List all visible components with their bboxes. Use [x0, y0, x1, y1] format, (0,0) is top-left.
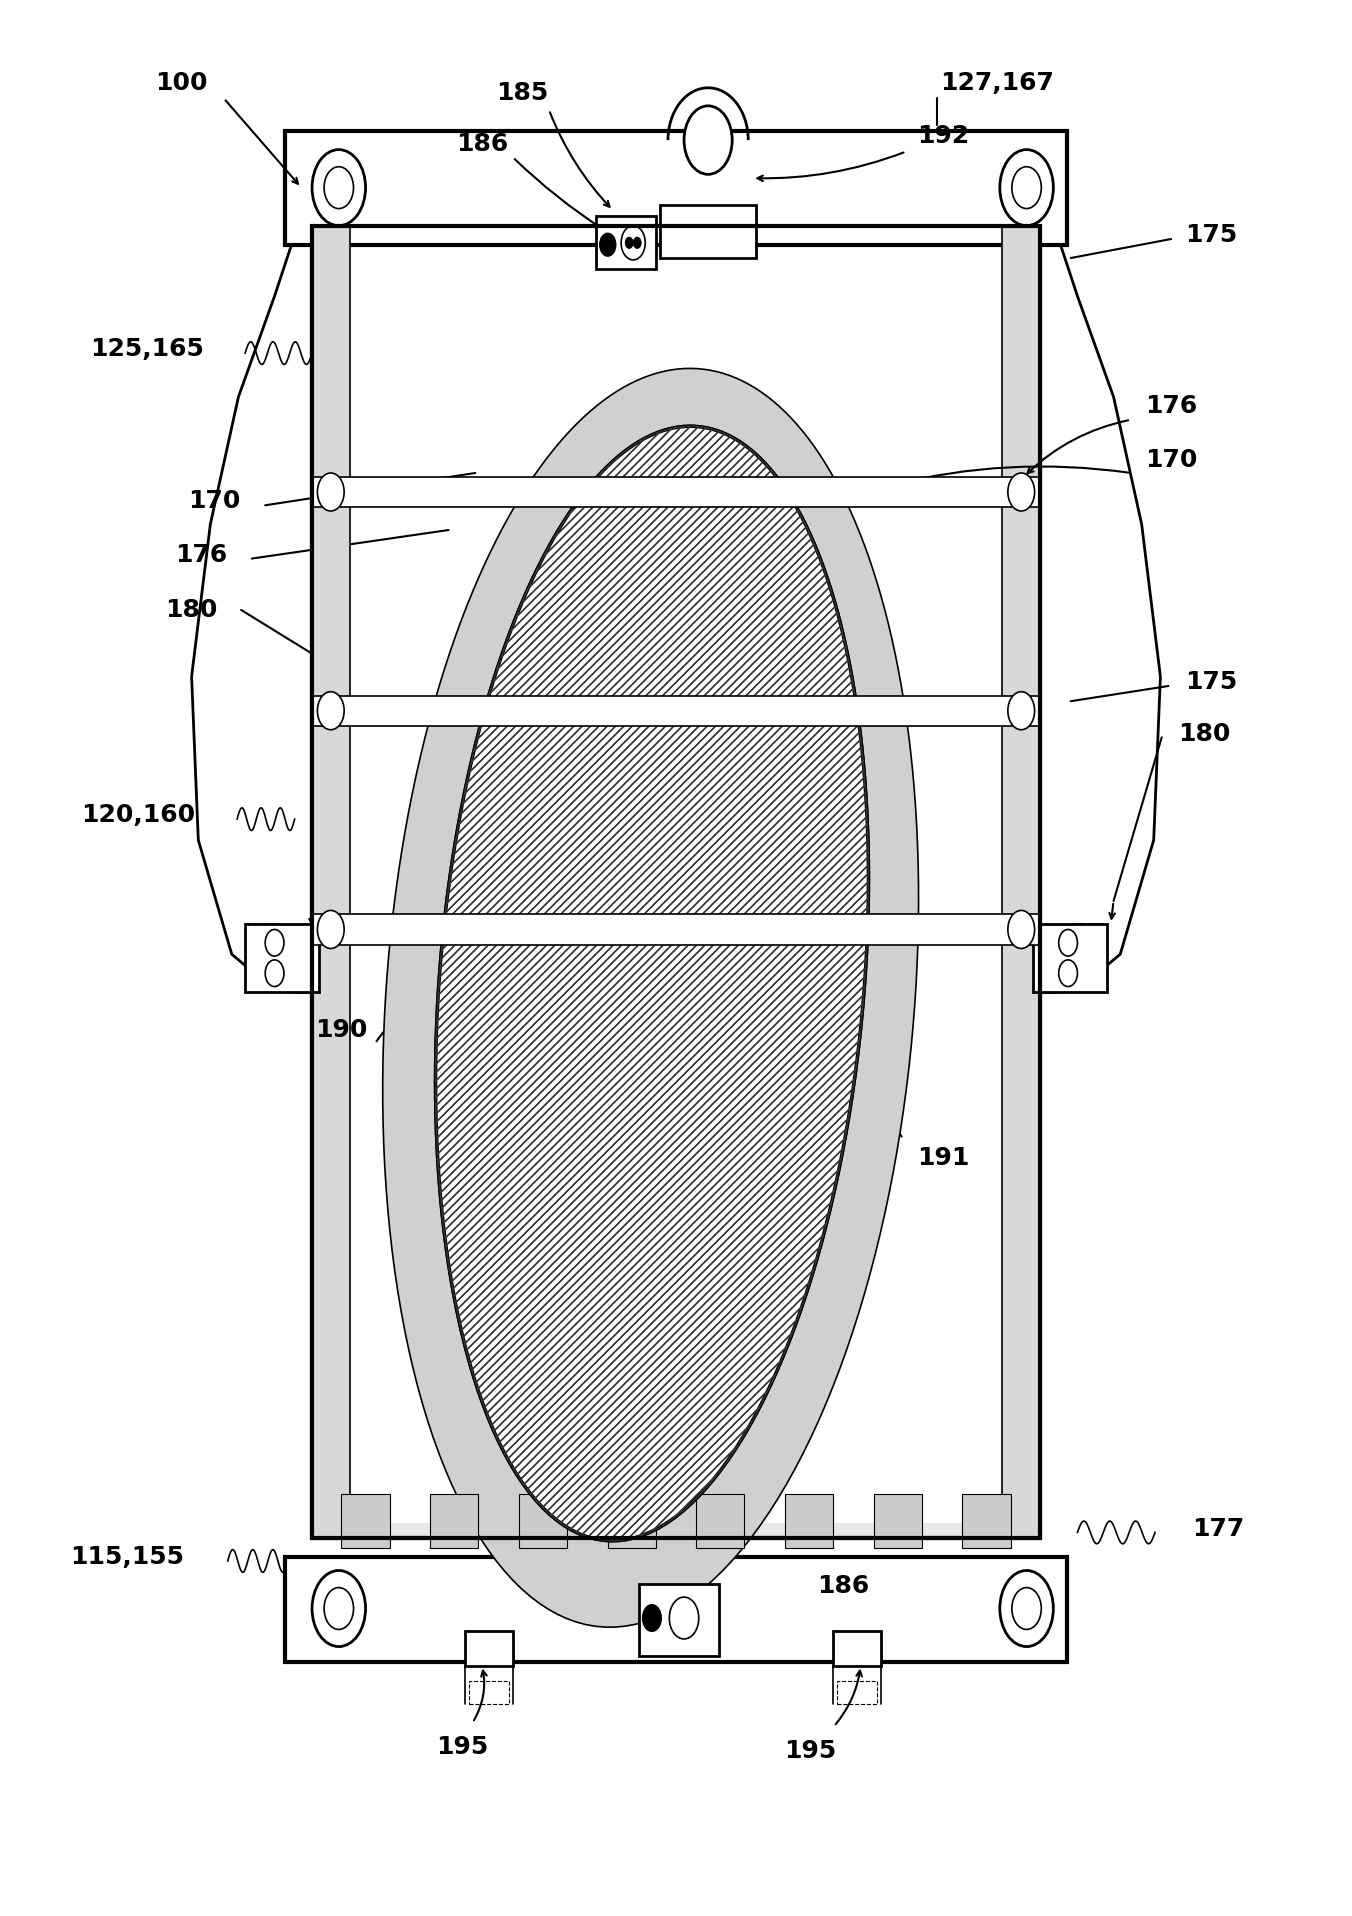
Bar: [285, 130, 1067, 245]
Circle shape: [669, 1598, 699, 1638]
Text: 125,165: 125,165: [91, 337, 204, 362]
Bar: [660, 205, 756, 259]
Circle shape: [312, 149, 365, 226]
Text: 190: 190: [315, 1017, 368, 1042]
Circle shape: [1007, 910, 1034, 948]
Text: 175: 175: [1186, 671, 1237, 694]
Circle shape: [1007, 692, 1034, 730]
Circle shape: [318, 692, 345, 730]
Circle shape: [625, 238, 633, 249]
Text: 185: 185: [514, 1539, 565, 1563]
Bar: [312, 226, 1040, 1539]
Bar: [963, 1494, 1010, 1548]
Bar: [430, 1494, 479, 1548]
Circle shape: [1000, 1571, 1053, 1646]
Text: 195: 195: [784, 1740, 836, 1763]
Polygon shape: [383, 368, 918, 1627]
Text: 176: 176: [1145, 395, 1198, 418]
Circle shape: [265, 929, 284, 956]
Text: 100: 100: [154, 71, 207, 96]
Bar: [873, 1494, 922, 1548]
Circle shape: [265, 960, 284, 987]
Bar: [837, 1680, 876, 1703]
Text: 180: 180: [165, 598, 218, 623]
Circle shape: [1011, 1588, 1041, 1629]
Bar: [1002, 226, 1040, 1539]
Circle shape: [312, 1571, 365, 1646]
Circle shape: [621, 226, 645, 261]
Text: 120,160: 120,160: [81, 803, 195, 828]
Text: 175: 175: [1186, 222, 1237, 247]
Polygon shape: [435, 425, 868, 1540]
Bar: [519, 1494, 566, 1548]
Polygon shape: [435, 425, 868, 1540]
Bar: [638, 1585, 719, 1655]
Text: 177: 177: [1192, 1517, 1244, 1540]
Circle shape: [318, 910, 345, 948]
Text: 170: 170: [188, 489, 241, 513]
Bar: [342, 1494, 389, 1548]
Bar: [833, 1631, 880, 1665]
Bar: [596, 217, 656, 270]
Text: 180: 180: [1179, 722, 1230, 745]
Bar: [465, 1631, 512, 1665]
Circle shape: [600, 234, 615, 257]
Bar: [312, 226, 350, 1539]
Text: 195: 195: [435, 1736, 488, 1759]
Text: 205: 205: [771, 1088, 822, 1113]
Bar: [323, 241, 1029, 1523]
Circle shape: [633, 238, 641, 249]
Text: 176: 176: [174, 542, 227, 567]
Text: 186: 186: [456, 132, 508, 155]
Bar: [245, 924, 319, 992]
Circle shape: [1059, 960, 1078, 987]
Text: 170: 170: [1145, 448, 1198, 471]
Circle shape: [1059, 929, 1078, 956]
Bar: [696, 1494, 745, 1548]
Text: 127,167: 127,167: [940, 71, 1055, 96]
Circle shape: [642, 1606, 661, 1631]
Bar: [312, 696, 1040, 726]
Circle shape: [324, 1588, 353, 1629]
Bar: [312, 914, 1040, 945]
Bar: [312, 477, 1040, 508]
Text: 115,155: 115,155: [70, 1544, 184, 1569]
Circle shape: [1007, 473, 1034, 512]
Circle shape: [684, 105, 733, 174]
Text: 186: 186: [817, 1573, 869, 1598]
Text: 192: 192: [918, 125, 969, 148]
Bar: [1033, 924, 1107, 992]
Bar: [786, 1494, 833, 1548]
Circle shape: [1011, 167, 1041, 209]
Circle shape: [1000, 149, 1053, 226]
Bar: [607, 1494, 656, 1548]
Bar: [312, 226, 1040, 1539]
Circle shape: [318, 473, 345, 512]
Circle shape: [324, 167, 353, 209]
Text: 185: 185: [496, 80, 549, 105]
Bar: [285, 1558, 1067, 1661]
Polygon shape: [192, 236, 1160, 992]
Bar: [469, 1680, 508, 1703]
Text: 191: 191: [918, 1146, 969, 1171]
